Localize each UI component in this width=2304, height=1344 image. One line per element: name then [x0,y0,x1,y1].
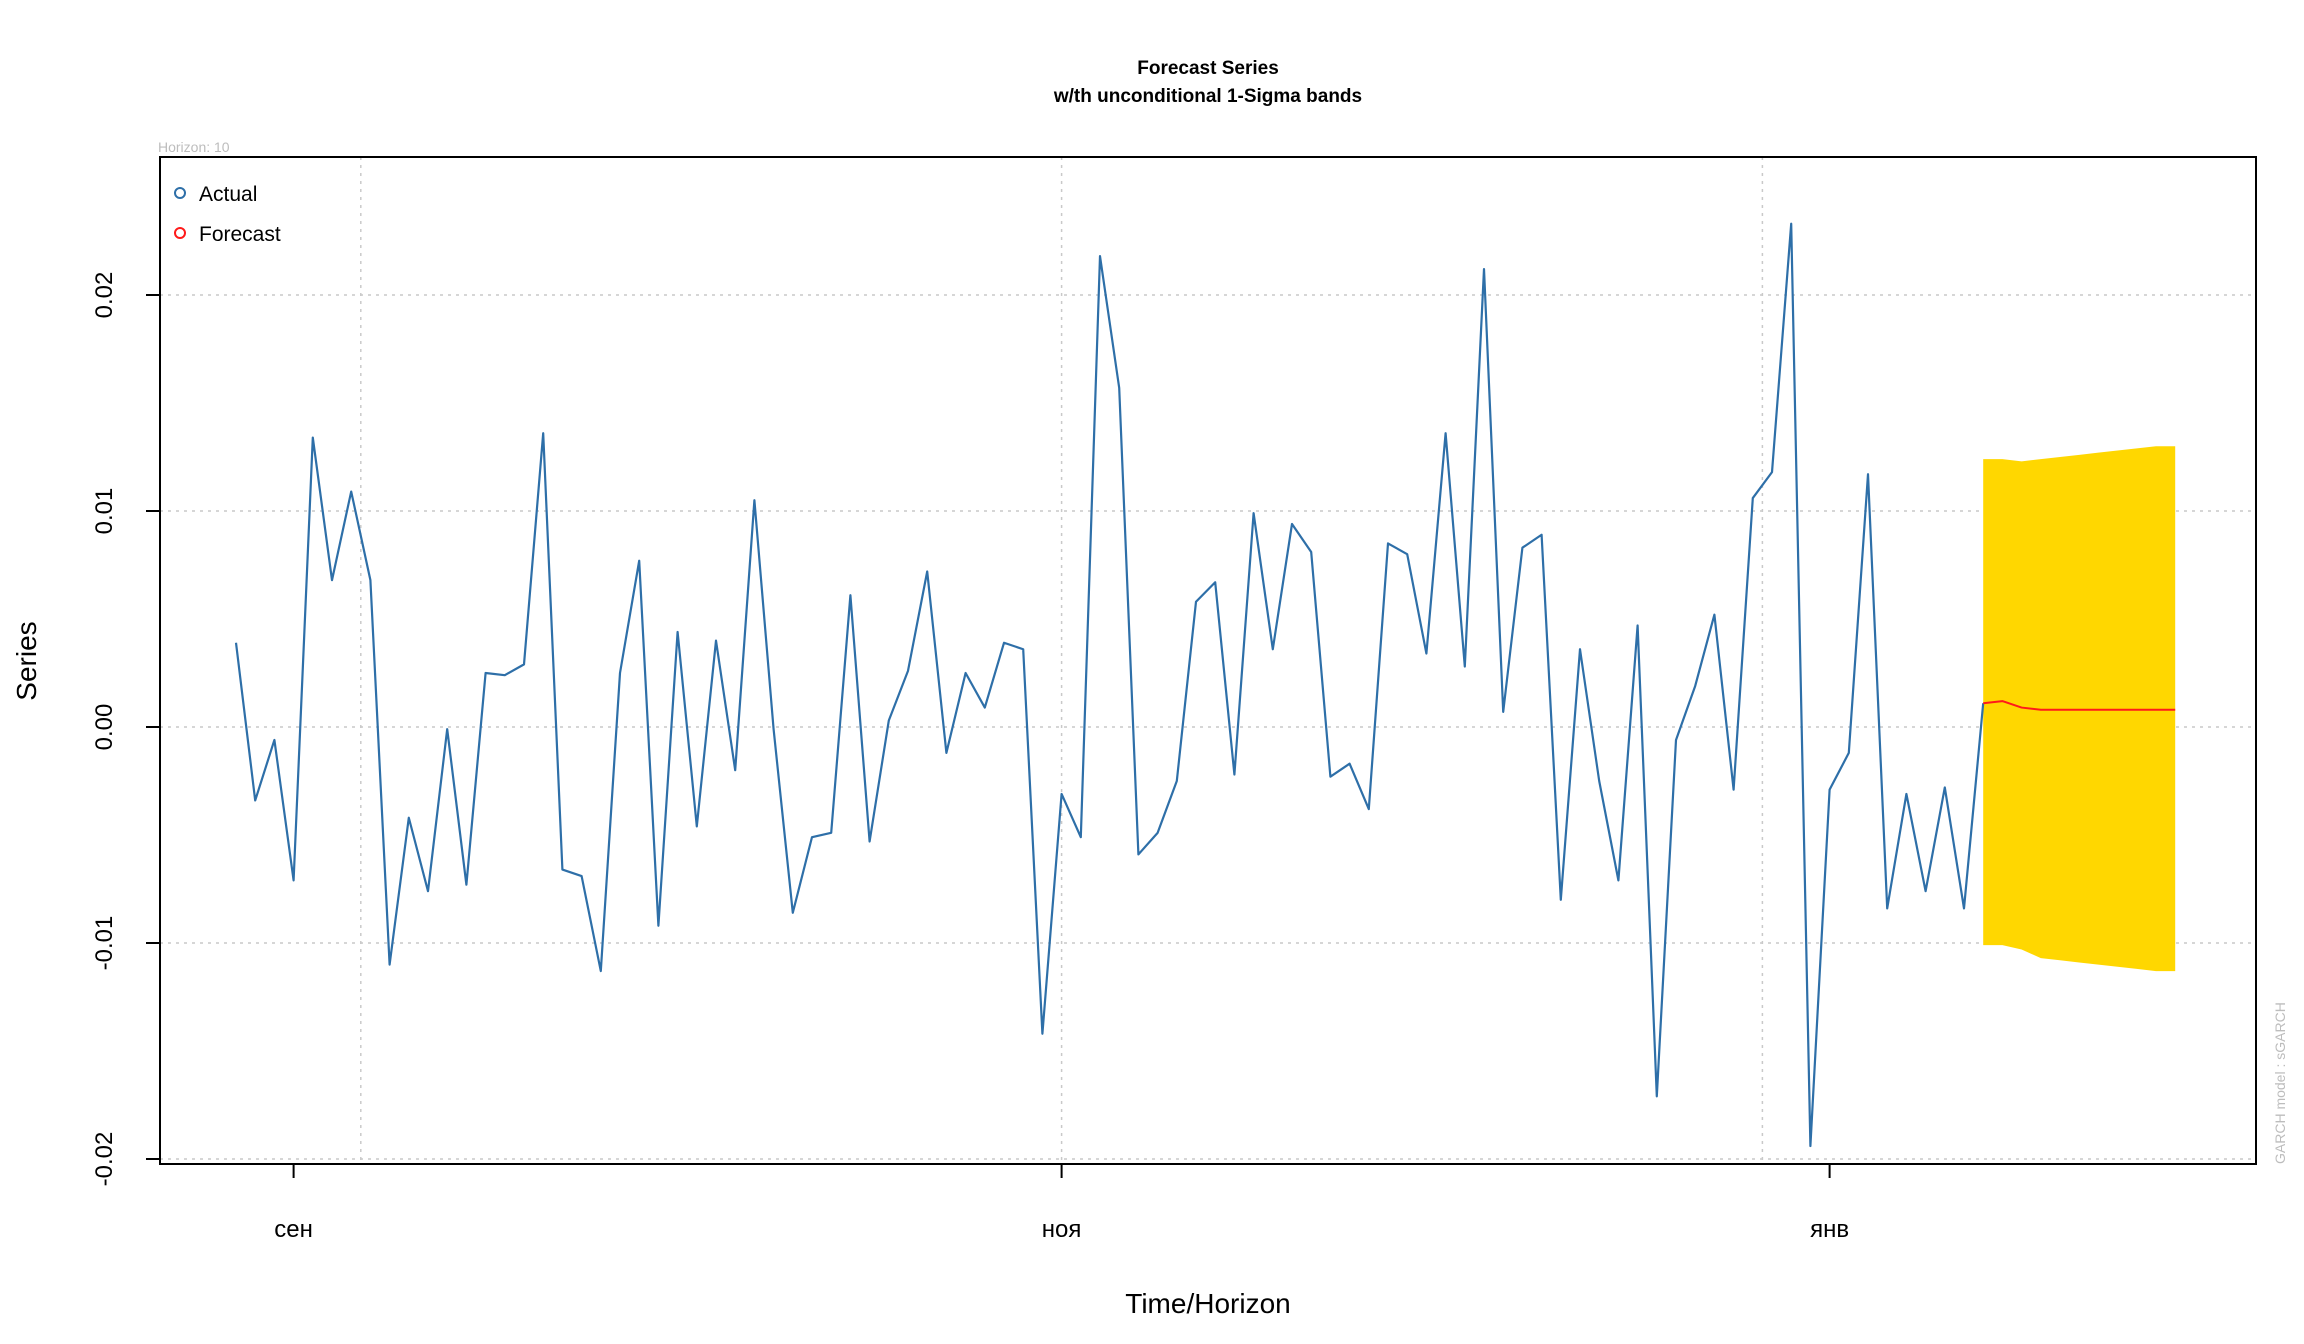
model-note: GARCH model : sGARCH [2272,1002,2288,1164]
y-tick-label: 0.01 [91,488,118,535]
x-tick-label: ноя [1042,1216,1082,1243]
chart-subtitle: w/th unconditional 1-Sigma bands [1053,86,1362,107]
y-tick-label: 0.02 [91,272,118,319]
x-tick-label: янв [1810,1216,1849,1243]
plot-frame [159,156,2257,1165]
band-layer [1983,446,2176,972]
legend-forecast-label: Forecast [199,223,281,246]
grid-layer [160,157,2256,1164]
x-tick-label: сен [274,1216,313,1243]
forecast-series-line [1983,700,2176,711]
x-axis: сен ноя янв [274,1164,1849,1243]
legend-forecast-marker [174,227,186,239]
sigma-band [1983,446,2176,972]
y-tick-label: -0.01 [91,916,118,971]
y-axis: -0.02 -0.01 0.00 0.01 0.02 [91,272,160,1187]
horizon-note: Horizon: 10 [158,139,230,155]
y-axis-label: Series [11,621,42,700]
legend: Actual Forecast [174,183,281,246]
legend-actual-marker [174,187,186,199]
x-axis-label: Time/Horizon [1125,1288,1290,1319]
actual-line-layer [234,222,1985,1148]
legend-actual-label: Actual [199,183,257,206]
forecast-line-layer [1983,700,2176,711]
actual-series-line [234,222,1985,1148]
chart-title: Forecast Series [1137,58,1279,79]
y-tick-label: 0.00 [91,704,118,751]
y-tick-label: -0.02 [91,1132,118,1187]
